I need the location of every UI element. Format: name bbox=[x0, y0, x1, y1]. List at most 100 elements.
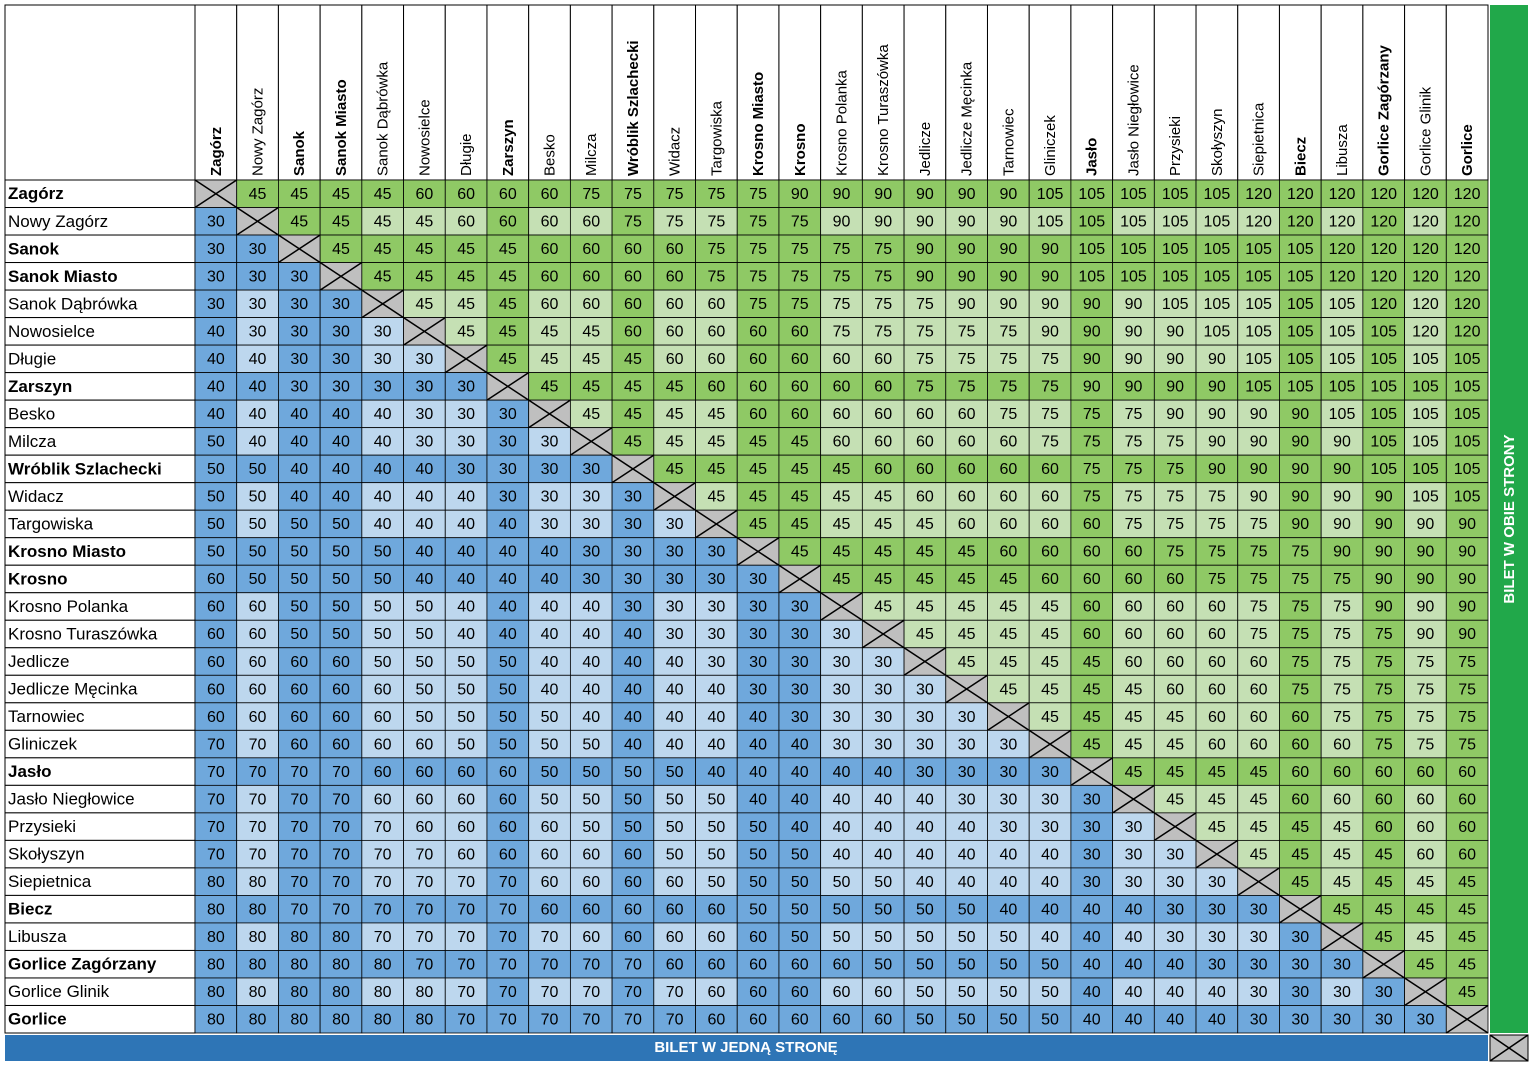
fare: 70 bbox=[249, 846, 267, 863]
fare: 75 bbox=[1458, 654, 1476, 671]
fare: 105 bbox=[1120, 241, 1147, 258]
cell bbox=[1362, 647, 1405, 676]
cell bbox=[653, 372, 696, 401]
fare: 45 bbox=[958, 544, 976, 561]
cell bbox=[236, 234, 279, 263]
cell bbox=[987, 592, 1030, 621]
cell bbox=[236, 537, 279, 566]
cell bbox=[486, 895, 530, 924]
fare: 105 bbox=[1245, 379, 1272, 396]
header-cell bbox=[903, 4, 947, 181]
fare: 40 bbox=[666, 681, 684, 698]
cell bbox=[820, 289, 863, 318]
fare: 60 bbox=[1208, 736, 1226, 753]
cell bbox=[1404, 179, 1447, 208]
cell bbox=[1070, 674, 1114, 704]
cell bbox=[987, 757, 1030, 786]
fare: 75 bbox=[1125, 489, 1143, 506]
fare: 70 bbox=[499, 984, 517, 1001]
fare: 60 bbox=[582, 213, 600, 230]
fare: 45 bbox=[249, 186, 267, 203]
row-header: Jasło Niegłowice bbox=[8, 790, 135, 809]
cell bbox=[361, 1005, 404, 1034]
cell bbox=[1070, 262, 1114, 291]
cell bbox=[1195, 179, 1239, 208]
fare: 45 bbox=[791, 461, 809, 478]
fare: 45 bbox=[999, 681, 1017, 698]
cell bbox=[1404, 482, 1447, 511]
cell bbox=[278, 509, 321, 539]
cell bbox=[1153, 289, 1197, 318]
fare: 30 bbox=[874, 654, 892, 671]
fare: 75 bbox=[916, 296, 934, 313]
fare: 50 bbox=[1041, 956, 1059, 973]
fare: 50 bbox=[749, 874, 767, 891]
fare: 30 bbox=[1375, 984, 1393, 1001]
fare: 50 bbox=[582, 819, 600, 836]
fare: 30 bbox=[374, 351, 392, 368]
fare: 90 bbox=[1291, 489, 1309, 506]
fare: 75 bbox=[999, 406, 1017, 423]
fare: 60 bbox=[582, 901, 600, 918]
row-header: Targowiska bbox=[8, 514, 94, 533]
fare: 70 bbox=[582, 956, 600, 973]
fare: 30 bbox=[457, 434, 475, 451]
fare: 80 bbox=[207, 901, 225, 918]
cell bbox=[861, 812, 905, 841]
fare: 105 bbox=[1162, 213, 1189, 230]
cell bbox=[1320, 729, 1364, 759]
cell bbox=[1237, 1005, 1280, 1034]
row-header: Jedlicze bbox=[8, 652, 69, 671]
fare: 60 bbox=[290, 681, 308, 698]
column-header: Długie bbox=[458, 133, 475, 176]
fare: 40 bbox=[499, 599, 517, 616]
cell bbox=[1070, 399, 1114, 429]
cell bbox=[1028, 344, 1072, 374]
row-header: Nowy Zagórz bbox=[8, 212, 108, 231]
fare: 30 bbox=[541, 516, 559, 533]
fare: 40 bbox=[416, 544, 434, 561]
cell bbox=[444, 619, 488, 649]
cell bbox=[695, 289, 738, 318]
fare: 60 bbox=[833, 956, 851, 973]
fare: 90 bbox=[1125, 324, 1143, 341]
fare: 90 bbox=[999, 241, 1017, 258]
fare: 75 bbox=[582, 186, 600, 203]
cell bbox=[528, 509, 571, 539]
header-cell bbox=[194, 4, 238, 181]
cell bbox=[1279, 234, 1322, 263]
fare: 60 bbox=[874, 406, 892, 423]
cell bbox=[1279, 372, 1322, 401]
fare: 50 bbox=[624, 791, 642, 808]
fare: 90 bbox=[1333, 516, 1351, 533]
fare: 60 bbox=[1125, 544, 1143, 561]
cell bbox=[236, 592, 279, 621]
fare: 40 bbox=[332, 406, 350, 423]
cell bbox=[569, 399, 613, 429]
fare: 105 bbox=[1037, 186, 1064, 203]
fare: 75 bbox=[1250, 571, 1268, 588]
fare: 75 bbox=[958, 351, 976, 368]
fare: 75 bbox=[666, 186, 684, 203]
cell bbox=[1070, 812, 1114, 841]
fare: 45 bbox=[1125, 736, 1143, 753]
fare: 120 bbox=[1370, 213, 1397, 230]
cell bbox=[1195, 372, 1239, 401]
fare: 70 bbox=[374, 846, 392, 863]
column-header: Wróblik Szlachecki bbox=[625, 40, 642, 176]
cell bbox=[820, 950, 863, 979]
cell bbox=[1320, 592, 1364, 621]
fare: 90 bbox=[1208, 461, 1226, 478]
header-cell bbox=[1404, 4, 1447, 181]
cell bbox=[1362, 757, 1405, 786]
cell bbox=[1404, 867, 1447, 896]
cell bbox=[1279, 207, 1322, 236]
cell bbox=[361, 977, 404, 1006]
fare: 45 bbox=[1458, 929, 1476, 946]
fare: 60 bbox=[1208, 599, 1226, 616]
cell bbox=[653, 895, 696, 924]
fare: 50 bbox=[666, 764, 684, 781]
fare: 60 bbox=[1375, 819, 1393, 836]
row-header-cell bbox=[4, 207, 196, 236]
fare: 60 bbox=[582, 296, 600, 313]
